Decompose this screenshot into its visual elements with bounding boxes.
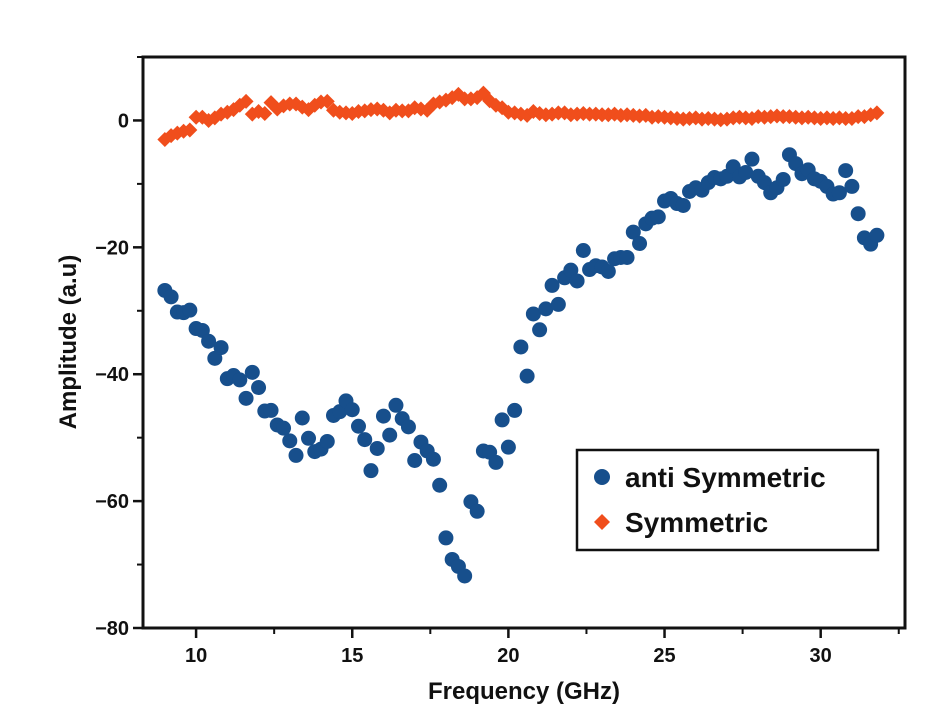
data-point xyxy=(650,209,666,225)
data-point xyxy=(632,236,648,252)
data-series xyxy=(157,85,885,584)
data-point xyxy=(525,306,541,322)
data-point xyxy=(457,568,473,584)
data-point xyxy=(251,380,267,396)
data-point xyxy=(519,368,535,384)
data-point xyxy=(182,302,198,318)
x-axis-title: Frequency (GHz) xyxy=(428,678,620,705)
data-point xyxy=(375,408,391,424)
data-point xyxy=(288,447,304,463)
legend-box xyxy=(575,448,880,552)
legend-marker-symmetric xyxy=(594,514,610,530)
data-point xyxy=(438,530,454,546)
series-symmetric xyxy=(157,85,885,147)
data-point xyxy=(869,105,885,121)
data-point xyxy=(238,93,254,109)
data-point xyxy=(350,418,366,434)
data-point xyxy=(500,439,516,455)
data-point xyxy=(301,430,317,446)
data-point xyxy=(494,412,510,428)
legend-label-anti-symmetric: anti Symmetric xyxy=(625,462,826,493)
x-tick-label: 15 xyxy=(341,645,363,667)
x-tick-label: 10 xyxy=(185,645,207,667)
data-point xyxy=(775,171,791,187)
legend-label-symmetric: Symmetric xyxy=(625,507,768,538)
data-point xyxy=(182,122,198,138)
data-point xyxy=(425,451,441,467)
data-point xyxy=(532,322,548,338)
data-point xyxy=(619,249,635,265)
data-point xyxy=(600,263,616,279)
data-point xyxy=(844,178,860,194)
data-point xyxy=(257,105,273,121)
y-tick-label: −60 xyxy=(95,491,129,513)
data-point xyxy=(382,427,398,443)
y-tick-label: 0 xyxy=(118,110,129,132)
data-point xyxy=(538,301,554,317)
data-point xyxy=(432,477,448,493)
data-point xyxy=(294,410,310,426)
data-point xyxy=(513,339,529,355)
x-axis-ticks: 10 15 20 25 30 xyxy=(185,628,900,667)
y-axis-title: Amplitude (a.u) xyxy=(55,255,82,430)
data-point xyxy=(400,419,416,435)
data-point xyxy=(469,503,485,519)
data-point xyxy=(319,433,335,449)
data-point xyxy=(488,454,504,470)
data-point xyxy=(675,197,691,213)
data-point xyxy=(319,93,335,109)
data-point xyxy=(738,164,754,180)
y-tick-label: −20 xyxy=(95,237,129,259)
data-point xyxy=(232,372,248,388)
data-point xyxy=(357,432,373,448)
data-point xyxy=(276,420,292,436)
x-tick-label: 30 xyxy=(810,645,832,667)
data-point xyxy=(625,224,641,240)
y-tick-label: −80 xyxy=(95,618,129,640)
data-point xyxy=(213,340,229,356)
data-point xyxy=(163,289,179,305)
data-point xyxy=(831,185,847,201)
y-axis-ticks: 0 −20 −40 −60 −80 xyxy=(95,56,143,640)
legend: anti Symmetric Symmetric xyxy=(575,448,880,552)
data-point xyxy=(869,227,885,243)
data-point xyxy=(388,397,404,413)
data-point xyxy=(363,463,379,479)
data-point xyxy=(744,151,760,167)
data-point xyxy=(344,402,360,418)
data-point xyxy=(838,163,854,179)
series-anti-symmetric xyxy=(157,147,885,584)
data-point xyxy=(544,277,560,293)
x-tick-label: 25 xyxy=(653,645,675,667)
data-point xyxy=(407,453,423,469)
data-point xyxy=(569,273,585,289)
y-tick-label: −40 xyxy=(95,364,129,386)
data-point xyxy=(550,296,566,312)
data-point xyxy=(850,206,866,222)
data-point xyxy=(201,333,217,349)
plot-frame xyxy=(141,55,907,630)
data-point xyxy=(575,243,591,259)
data-point xyxy=(369,440,385,456)
data-point xyxy=(507,402,523,418)
x-tick-label: 20 xyxy=(497,645,519,667)
data-point xyxy=(238,390,254,406)
legend-marker-anti-symmetric xyxy=(594,469,610,485)
data-point xyxy=(244,364,260,380)
data-point xyxy=(282,433,298,449)
data-point xyxy=(263,402,279,418)
